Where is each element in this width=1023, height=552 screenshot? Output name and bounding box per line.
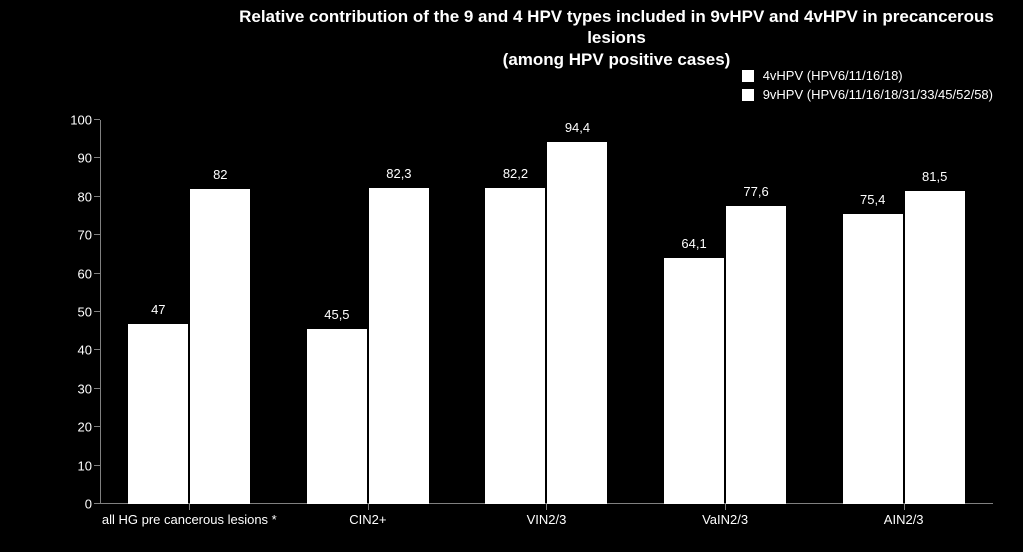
bars-area: 4782all HG pre cancerous lesions *45,582… (100, 120, 993, 504)
y-tick-label: 70 (78, 228, 92, 243)
bar-value-label: 82,3 (386, 166, 411, 181)
bar-4vhpv: 47 (128, 324, 188, 504)
bar-9vhpv: 94,4 (547, 142, 607, 504)
bar-value-label: 94,4 (565, 120, 590, 135)
bar-value-label: 64,1 (681, 236, 706, 251)
bar-group: 4782all HG pre cancerous lesions * (100, 120, 279, 504)
x-tick-mark (368, 504, 369, 510)
y-tick-label: 10 (78, 458, 92, 473)
bar-4vhpv: 45,5 (307, 329, 367, 504)
plot-area: 0102030405060708090100 4782all HG pre ca… (60, 120, 993, 504)
title-line-1: Relative contribution of the 9 and 4 HPV… (239, 7, 994, 47)
x-tick-mark (725, 504, 726, 510)
bar-group: 64,177,6VaIN2/3 (636, 120, 815, 504)
y-tick-label: 40 (78, 343, 92, 358)
y-tick-label: 50 (78, 305, 92, 320)
y-tick-label: 30 (78, 381, 92, 396)
bar-9vhpv: 82,3 (369, 188, 429, 504)
bar-4vhpv: 64,1 (664, 258, 724, 504)
x-tick-mark (189, 504, 190, 510)
bar-group: 45,582,3CIN2+ (279, 120, 458, 504)
legend-label: 9vHPV (HPV6/11/16/18/31/33/45/52/58) (763, 87, 993, 102)
bar-group: 75,481,5AIN2/3 (814, 120, 993, 504)
x-tick-mark (546, 504, 547, 510)
legend-item-9vhpv: 9vHPV (HPV6/11/16/18/31/33/45/52/58) (741, 87, 993, 102)
y-axis: 0102030405060708090100 (60, 120, 100, 504)
bar-value-label: 82 (213, 167, 227, 182)
y-tick-label: 0 (85, 497, 92, 512)
bar-value-label: 75,4 (860, 192, 885, 207)
legend-swatch-icon (741, 69, 755, 83)
bar-group: 82,294,4VIN2/3 (457, 120, 636, 504)
y-tick-label: 20 (78, 420, 92, 435)
bar-value-label: 82,2 (503, 166, 528, 181)
bar-9vhpv: 77,6 (726, 206, 786, 504)
y-tick-label: 100 (70, 113, 92, 128)
y-tick-label: 90 (78, 151, 92, 166)
bar-value-label: 47 (151, 302, 165, 317)
legend-item-4vhpv: 4vHPV (HPV6/11/16/18) (741, 68, 993, 83)
bar-value-label: 81,5 (922, 169, 947, 184)
bar-9vhpv: 82 (190, 189, 250, 504)
bar-4vhpv: 75,4 (843, 214, 903, 504)
title-line-2: (among HPV positive cases) (503, 50, 731, 69)
y-tick-label: 80 (78, 189, 92, 204)
bar-9vhpv: 81,5 (905, 191, 965, 504)
chart-title: Relative contribution of the 9 and 4 HPV… (210, 0, 1023, 70)
chart-container: Relative contribution of the 9 and 4 HPV… (0, 0, 1023, 552)
bar-value-label: 77,6 (743, 184, 768, 199)
legend-label: 4vHPV (HPV6/11/16/18) (763, 68, 903, 83)
legend-swatch-icon (741, 88, 755, 102)
bar-4vhpv: 82,2 (485, 188, 545, 504)
bar-value-label: 45,5 (324, 307, 349, 322)
legend: 4vHPV (HPV6/11/16/18) 9vHPV (HPV6/11/16/… (741, 68, 993, 106)
y-tick-label: 60 (78, 266, 92, 281)
x-tick-mark (904, 504, 905, 510)
